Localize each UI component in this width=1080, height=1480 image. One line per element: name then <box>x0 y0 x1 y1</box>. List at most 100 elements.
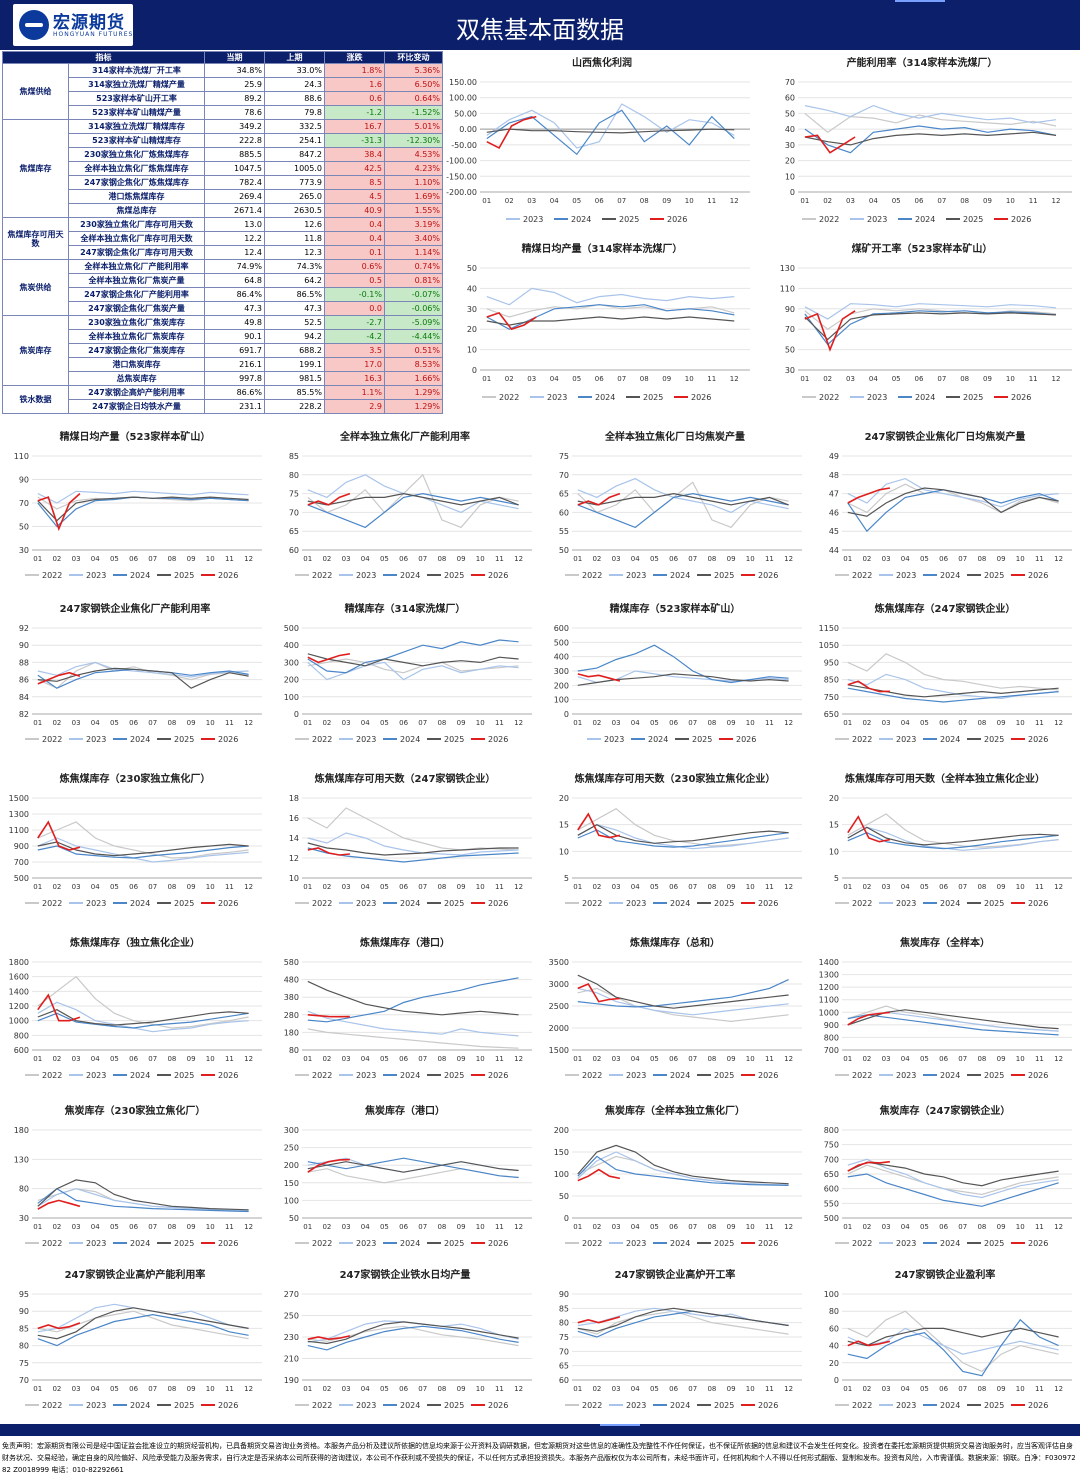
x-tick-label: 07 <box>418 555 427 563</box>
y-tick-label: 150 <box>284 1179 299 1188</box>
x-tick-label: 01 <box>33 719 42 727</box>
x-tick-label: 11 <box>495 1055 504 1063</box>
chart-svg: 煤矿开工率（523家样本矿山） 130 110 90 70 50 30 01 02 03 04 05 0… <box>780 242 1072 402</box>
x-tick-label: 03 <box>882 719 891 727</box>
x-tick-label: 12 <box>784 719 793 727</box>
change-cell: 0.5 <box>324 273 385 288</box>
chart-svg: 炼焦煤库存（230家独立焦化厂） 1500 1300 1100 900 700 500 01 0… <box>9 772 262 908</box>
chart-c18: 炼焦煤库存（港口） 580 480 380 280 180 80 01 02 03 04 05 06 07… <box>270 934 540 1092</box>
x-tick-label: 12 <box>244 719 253 727</box>
legend-label: 2026 <box>488 899 508 908</box>
x-tick-label: 04 <box>901 555 910 563</box>
chart-title: 炼焦煤库存可用天数（全样本独立焦化企业） <box>845 772 1045 785</box>
series-line-2025 <box>847 487 1059 517</box>
y-tick-label: 600 <box>554 624 569 633</box>
x-tick-label: 07 <box>148 883 157 891</box>
y-tick-label: -50.00 <box>451 141 477 150</box>
y-tick-label: 250 <box>284 1312 299 1321</box>
x-tick-label: 01 <box>303 883 312 891</box>
x-tick-label: 04 <box>901 1385 910 1393</box>
y-tick-label: 1600 <box>9 973 29 982</box>
x-tick-label: 04 <box>901 883 910 891</box>
chart-svg: 焦炭库存（全样本） 1400 1300 1200 1100 1000 900 800 700 01… <box>819 936 1072 1080</box>
chart-svg: 炼焦煤库存（港口） 580 480 380 280 180 80 01 02 03 04 05 06 07… <box>284 936 532 1080</box>
disclaimer-text: 免责声明：宏源期货有限公司是经中国证监会批准设立的期货经营机构，已具备期货交易咨… <box>2 1442 1076 1474</box>
y-tick-label: 5 <box>564 874 569 883</box>
x-tick-label: 07 <box>958 1223 967 1231</box>
x-tick-label: 08 <box>707 1223 716 1231</box>
chart-title: 247家钢铁企业盈利率 <box>895 1268 996 1281</box>
series-line-2022 <box>37 661 249 689</box>
legend-label: 2023 <box>896 735 916 744</box>
y-tick-label: 700 <box>824 1155 839 1164</box>
x-tick-label: 01 <box>800 375 809 383</box>
y-tick-label: 80 <box>289 1046 299 1055</box>
header-bar: 宏源期货 HONGYUAN FUTURES 双焦基本面数据 <box>0 0 1080 50</box>
legend-label: 2022 <box>312 899 332 908</box>
change-cell: 38.4 <box>324 147 385 162</box>
chart-title: 247家钢铁企业焦化厂日均焦炭产量 <box>865 430 1026 443</box>
y-tick-label: 30 <box>785 366 795 375</box>
x-tick-label: 02 <box>52 883 61 891</box>
legend-label: 2022 <box>852 899 872 908</box>
category-cell: 焦煤库存可用天数 <box>2 217 69 260</box>
legend-label: 2024 <box>648 735 668 744</box>
series-line-2024 <box>37 1187 249 1213</box>
change-cell: 1.8% <box>324 63 385 78</box>
chart-c9: 247家钢铁企业焦化厂产能利用率 92 90 88 86 84 82 01 02 03 04 05 06… <box>0 600 270 756</box>
x-tick-label: 03 <box>882 1223 891 1231</box>
x-tick-label: 07 <box>418 1385 427 1393</box>
y-tick-label: 210 <box>284 1355 299 1364</box>
x-tick-label: 09 <box>662 197 671 205</box>
y-tick-label: 1150 <box>819 624 839 633</box>
column-header: 涨跌 <box>324 51 385 64</box>
x-tick-label: 06 <box>129 883 138 891</box>
series-line-2026 <box>307 1158 350 1173</box>
x-tick-label: 10 <box>685 375 694 383</box>
legend-label: 2024 <box>595 393 615 402</box>
x-tick-label: 03 <box>612 883 621 891</box>
x-tick-label: 09 <box>727 719 736 727</box>
category-cell: 焦炭供给 <box>2 259 69 316</box>
value-cell: 13.0 <box>204 217 265 232</box>
series-line-2026 <box>37 993 81 1022</box>
legend-label: 2025 <box>444 899 464 908</box>
series-line-2023 <box>307 661 519 681</box>
table-row: 总焦炭库存 997.8 981.5 16.3 1.66% <box>3 371 443 386</box>
x-tick-label: 05 <box>920 1055 929 1063</box>
chart-title: 精煤库存（523家样本矿山） <box>610 602 741 615</box>
x-tick-label: 04 <box>901 1223 910 1231</box>
value-cell: 199.1 <box>264 357 325 372</box>
x-tick-label: 12 <box>1054 1223 1063 1231</box>
value-cell: 265.0 <box>264 189 325 204</box>
x-tick-label: 08 <box>640 197 649 205</box>
table-row: 全样本独立焦化厂焦炭产量 64.8 64.2 0.5 0.81% <box>3 273 443 288</box>
y-tick-label: 60 <box>785 94 795 103</box>
x-tick-label: 11 <box>707 197 716 205</box>
x-tick-label: 08 <box>977 1223 986 1231</box>
x-tick-label: 03 <box>882 883 891 891</box>
chart-svg: 炼焦煤库存可用天数（247家钢铁企业） 18 16 14 12 10 01 02 03 04 05 0… <box>289 772 532 908</box>
value-cell: 782.4 <box>204 175 265 190</box>
value-cell: 25.9 <box>204 77 265 92</box>
legend-label: 2025 <box>619 215 639 224</box>
legend-label: 2025 <box>963 215 983 224</box>
value-cell: 2671.4 <box>204 203 265 218</box>
change-cell: 1.69% <box>384 189 443 204</box>
chart-svg: 247家钢铁企业盈利率 100 80 60 40 20 0 01 02 03 04 05 06 07 08 0… <box>824 1268 1072 1410</box>
x-tick-label: 08 <box>707 555 716 563</box>
y-tick-label: 86 <box>19 676 29 685</box>
series-line-2026 <box>307 492 351 506</box>
x-tick-label: 09 <box>997 1223 1006 1231</box>
legend-label: 2022 <box>42 1239 62 1248</box>
x-tick-label: 09 <box>997 555 1006 563</box>
company-logo: 宏源期货 HONGYUAN FUTURES <box>13 4 133 46</box>
x-tick-label: 04 <box>631 1055 640 1063</box>
value-cell: 74.9% <box>204 259 265 274</box>
y-tick-label: 46 <box>829 508 839 517</box>
series-line-2024 <box>307 639 519 674</box>
y-tick-label: 1500 <box>549 1046 569 1055</box>
y-tick-label: 650 <box>824 1170 839 1179</box>
x-tick-label: 11 <box>495 883 504 891</box>
x-tick-label: 07 <box>688 1385 697 1393</box>
